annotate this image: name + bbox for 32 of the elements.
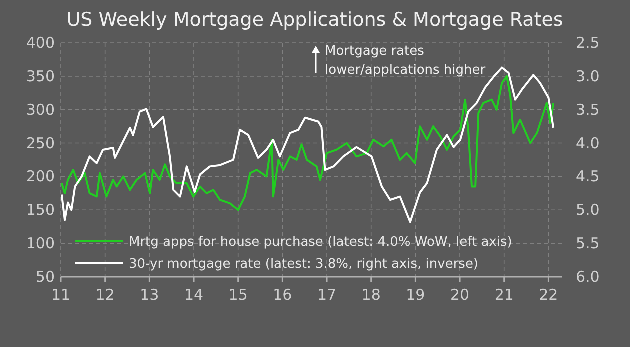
y2-tick-label: 6.0 [576, 268, 600, 286]
y-tick-label: 150 [26, 201, 55, 220]
y-tick-label: 400 [26, 34, 55, 52]
x-tick-label: 15 [228, 286, 248, 304]
x-tick-label: 16 [273, 286, 292, 304]
y2-tick-label: 4.0 [576, 134, 600, 152]
x-tick-label: 22 [539, 286, 558, 304]
y-tick-label: 350 [26, 67, 55, 86]
legend-label: Mrtg apps for house purchase (latest: 4.0% WoW, left axis) [129, 235, 512, 250]
x-tick-label: 14 [184, 286, 204, 304]
y2-tick-label: 3.0 [576, 67, 600, 86]
y2-tick-label: 5.5 [576, 234, 600, 253]
x-tick-label: 13 [140, 286, 160, 304]
x-tick-label: 21 [494, 286, 514, 304]
y2-tick-label: 5.0 [576, 201, 600, 220]
x-tick-label: 12 [96, 286, 115, 304]
x-tick-label: 17 [317, 286, 337, 304]
y-tick-label: 50 [36, 268, 55, 286]
annotation: Mortgage rates lower/applcations higher [325, 44, 486, 78]
legend-label: 30-yr mortgage rate (latest: 3.8%, right axis, inverse) [129, 257, 479, 272]
y-tick-label: 100 [26, 234, 55, 253]
y2-tick-label: 3.5 [576, 100, 600, 119]
y-tick-label: 250 [26, 134, 55, 152]
y2-tick-label: 4.5 [576, 168, 600, 186]
y-tick-label: 200 [26, 168, 55, 186]
chart-title: US Weekly Mortgage Applications & Mortgage Rates [66, 9, 564, 31]
x-tick-label: 18 [362, 286, 381, 304]
x-tick-label: 11 [51, 286, 71, 304]
x-tick-label: 19 [406, 286, 426, 304]
x-tick-label: 20 [450, 286, 470, 304]
y-tick-label: 300 [26, 100, 55, 119]
y2-tick-label: 2.5 [576, 34, 600, 52]
